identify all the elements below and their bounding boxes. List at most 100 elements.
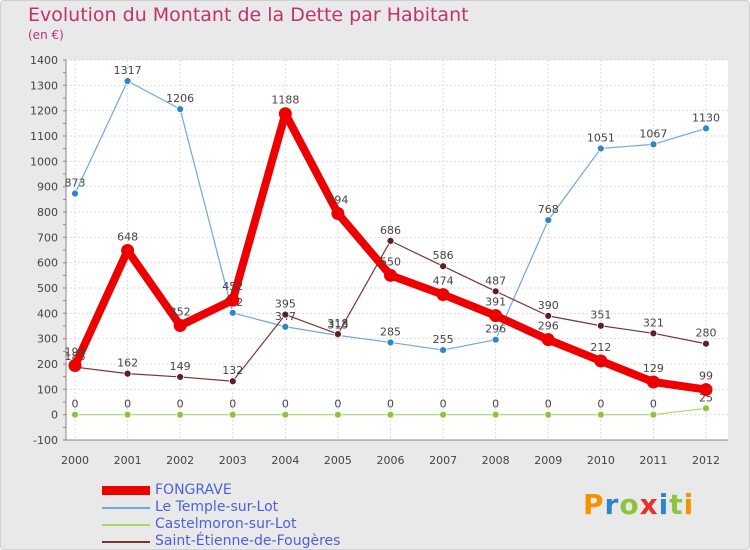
data-point <box>281 410 290 419</box>
legend-label: Le Temple-sur-Lot <box>155 499 279 515</box>
data-label: 0 <box>387 398 394 411</box>
data-point <box>331 207 345 221</box>
data-point <box>71 410 79 419</box>
data-point <box>173 318 187 332</box>
legend-item: Castelmoron-sur-Lot <box>102 516 340 533</box>
data-label: 352 <box>170 305 191 318</box>
data-label: 318 <box>327 317 348 330</box>
data-point <box>123 369 132 378</box>
data-point <box>123 410 132 419</box>
chart-subtitle: (en €) <box>28 28 64 42</box>
data-label: 0 <box>229 398 236 411</box>
data-point <box>386 410 395 419</box>
legend-item: Saint-Étienne-de-Fougères <box>102 533 340 550</box>
data-point <box>334 410 342 419</box>
data-point <box>386 236 395 245</box>
data-point <box>226 293 240 307</box>
logo-letter: r <box>604 488 620 521</box>
x-tick-label: 2010 <box>587 454 615 467</box>
logo-letter: i <box>658 488 670 521</box>
data-label: 99 <box>699 370 713 383</box>
data-point <box>491 410 500 419</box>
data-label: 1051 <box>587 131 615 144</box>
x-tick-label: 2011 <box>639 454 667 467</box>
data-label: 162 <box>117 357 138 370</box>
x-tick-label: 2008 <box>482 454 510 467</box>
x-tick-label: 2002 <box>166 454 194 467</box>
data-point <box>702 124 710 133</box>
data-point <box>699 383 713 397</box>
y-tick-label: 900 <box>37 181 58 194</box>
data-point <box>596 321 605 330</box>
data-label: 0 <box>177 398 184 411</box>
data-label: 0 <box>440 398 447 411</box>
data-label: 474 <box>433 275 454 288</box>
data-label: 0 <box>72 398 79 411</box>
plot-area <box>66 60 728 440</box>
legend-item: FONGRAVE <box>102 482 340 499</box>
y-tick-label: 200 <box>37 358 58 371</box>
data-point <box>489 309 503 323</box>
data-point <box>123 77 132 85</box>
data-label: 1188 <box>271 94 299 107</box>
data-point <box>544 410 553 419</box>
chart-title: Evolution du Montant de la Dette par Hab… <box>28 4 469 26</box>
x-tick-label: 2003 <box>219 454 247 467</box>
data-label: 313 <box>327 318 348 331</box>
x-tick-label: 2007 <box>429 454 457 467</box>
y-tick-label: -100 <box>33 434 58 447</box>
data-point <box>439 410 447 419</box>
legend-label: Saint-Étienne-de-Fougères <box>155 533 341 549</box>
data-point <box>386 338 395 347</box>
logo-letter: i <box>683 488 695 521</box>
data-point <box>544 216 553 225</box>
legend-label: Castelmoron-sur-Lot <box>155 516 297 532</box>
data-label: 1067 <box>639 127 667 140</box>
data-point <box>121 244 135 258</box>
y-tick-label: 300 <box>37 333 58 346</box>
data-point <box>176 105 185 114</box>
data-label: 1317 <box>114 64 142 77</box>
data-label: 149 <box>170 360 191 373</box>
data-label: 296 <box>485 323 506 336</box>
data-point <box>228 410 237 419</box>
legend-item: Le Temple-sur-Lot <box>102 499 340 516</box>
y-tick-label: 1400 <box>30 54 58 67</box>
data-label: 0 <box>650 398 657 411</box>
data-point <box>649 410 658 419</box>
data-label: 296 <box>538 320 559 333</box>
legend-swatch <box>102 540 150 543</box>
data-point <box>491 335 500 344</box>
data-point <box>436 288 450 302</box>
data-label: 873 <box>65 177 86 190</box>
x-tick-label: 2006 <box>377 454 405 467</box>
data-point <box>544 311 553 320</box>
data-point <box>71 189 79 198</box>
data-label: 586 <box>433 249 454 262</box>
data-label: 794 <box>327 194 348 207</box>
data-label: 351 <box>590 309 611 322</box>
data-label: 648 <box>117 231 138 244</box>
y-tick-label: 1300 <box>30 79 58 92</box>
data-label: 395 <box>275 298 296 311</box>
data-label: 1130 <box>692 111 720 124</box>
data-point <box>649 329 658 338</box>
legend-label: FONGRAVE <box>155 482 232 498</box>
y-tick-label: 1000 <box>30 155 58 168</box>
data-point <box>281 310 290 319</box>
x-tick-label: 2004 <box>271 454 299 467</box>
data-point <box>228 377 237 386</box>
y-tick-label: 400 <box>37 307 58 320</box>
data-label: 194 <box>65 346 86 359</box>
data-point <box>68 359 82 373</box>
data-point <box>281 322 290 331</box>
data-label: 285 <box>380 325 401 338</box>
data-label: 255 <box>433 333 454 346</box>
data-label: 321 <box>643 316 664 329</box>
x-tick-label: 2005 <box>324 454 352 467</box>
data-point <box>702 404 710 413</box>
data-point <box>594 354 608 368</box>
x-tick-label: 2009 <box>534 454 562 467</box>
data-point <box>176 373 185 381</box>
data-label: 0 <box>282 398 289 411</box>
